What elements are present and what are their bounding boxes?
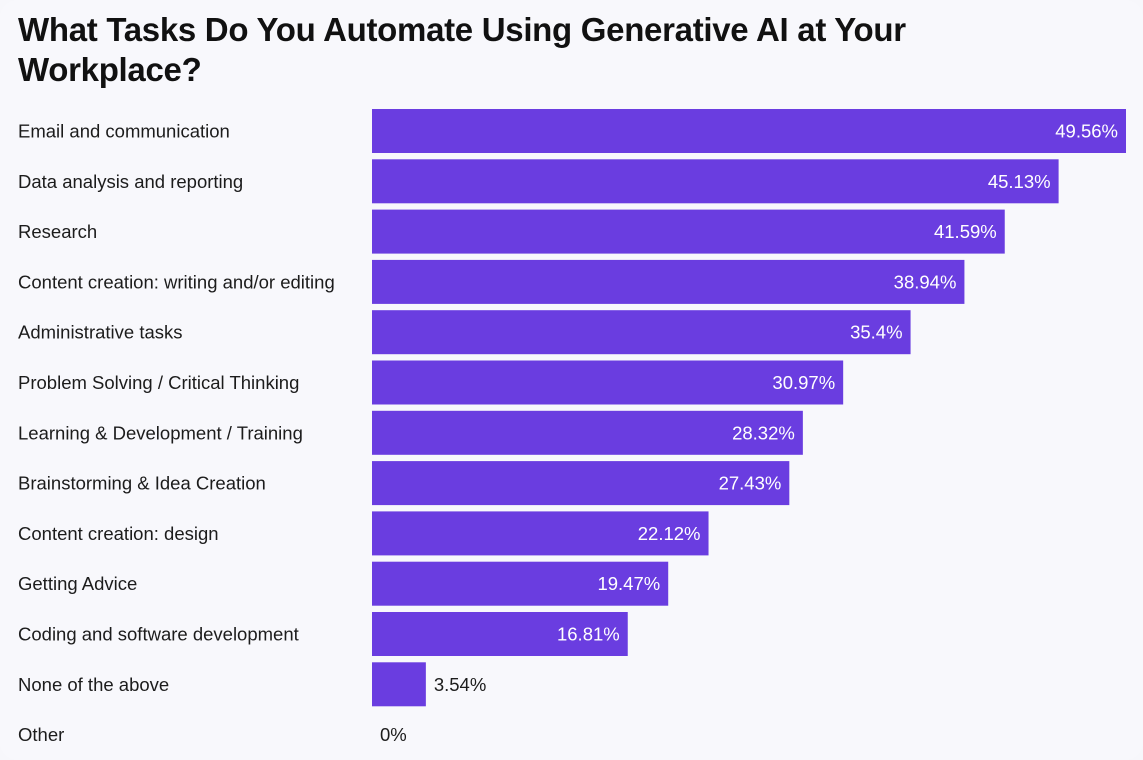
value-label: 30.97% [772, 372, 835, 393]
category-label: Brainstorming & Idea Creation [18, 473, 266, 494]
value-label: 38.94% [894, 271, 957, 292]
category-label: Problem Solving / Critical Thinking [18, 372, 299, 393]
value-label: 22.12% [638, 523, 701, 544]
value-label: 41.59% [934, 221, 997, 242]
value-label: 28.32% [732, 422, 795, 443]
bar [372, 410, 803, 455]
bar [372, 259, 965, 304]
bar [372, 360, 844, 405]
value-label: 0% [380, 724, 407, 745]
category-label: Research [18, 221, 97, 242]
category-label: Coding and software development [18, 624, 299, 645]
bar [372, 662, 426, 707]
bar [372, 561, 669, 606]
bar [372, 612, 628, 656]
category-label: Content creation: design [18, 523, 219, 544]
category-label: Other [18, 724, 64, 745]
value-label: 45.13% [988, 171, 1051, 192]
category-label: Learning & Development / Training [18, 422, 303, 443]
bar [372, 511, 709, 556]
category-label: Email and communication [18, 121, 230, 142]
bar [372, 159, 1059, 204]
category-label: Getting Advice [18, 573, 137, 594]
value-label: 35.4% [850, 322, 902, 343]
bar [372, 310, 911, 355]
category-label: None of the above [18, 674, 169, 695]
category-label: Data analysis and reporting [18, 171, 243, 192]
bar [372, 461, 790, 506]
value-label: 16.81% [557, 624, 620, 645]
chart-title: What Tasks Do You Automate Using Generat… [18, 11, 906, 88]
value-label: 3.54% [434, 674, 486, 695]
category-label: Administrative tasks [18, 322, 183, 343]
value-label: 19.47% [597, 573, 660, 594]
value-label: 27.43% [719, 473, 782, 494]
bar [372, 109, 1126, 153]
bar [372, 209, 1005, 254]
value-label: 49.56% [1055, 121, 1118, 142]
category-label: Content creation: writing and/or editing [18, 271, 335, 292]
